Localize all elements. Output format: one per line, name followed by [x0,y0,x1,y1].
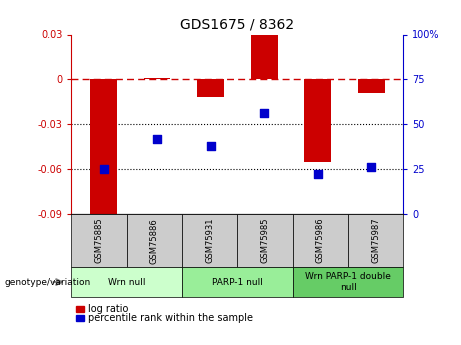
Point [260,111,268,116]
Bar [90,79,117,218]
Title: GDS1675 / 8362: GDS1675 / 8362 [180,18,295,32]
Text: GSM75987: GSM75987 [371,218,380,264]
Bar [144,78,171,79]
Text: GSM75985: GSM75985 [260,218,270,263]
Text: genotype/variation: genotype/variation [5,277,91,287]
Text: Wrn PARP-1 double
null: Wrn PARP-1 double null [305,272,391,292]
Bar [358,79,384,93]
Bar [304,79,331,161]
Point [367,165,375,170]
Text: GSM75885: GSM75885 [95,218,104,264]
Point [207,143,214,148]
Text: PARP-1 null: PARP-1 null [212,277,263,287]
Text: percentile rank within the sample: percentile rank within the sample [88,313,253,323]
Text: GSM75886: GSM75886 [150,218,159,264]
Bar [197,79,224,97]
Text: GSM75931: GSM75931 [205,218,214,263]
Point [154,136,161,141]
Bar [251,34,278,79]
Point [100,166,107,172]
Point [314,172,321,177]
Text: GSM75986: GSM75986 [316,218,325,264]
Text: Wrn null: Wrn null [108,277,146,287]
Text: log ratio: log ratio [88,304,129,314]
